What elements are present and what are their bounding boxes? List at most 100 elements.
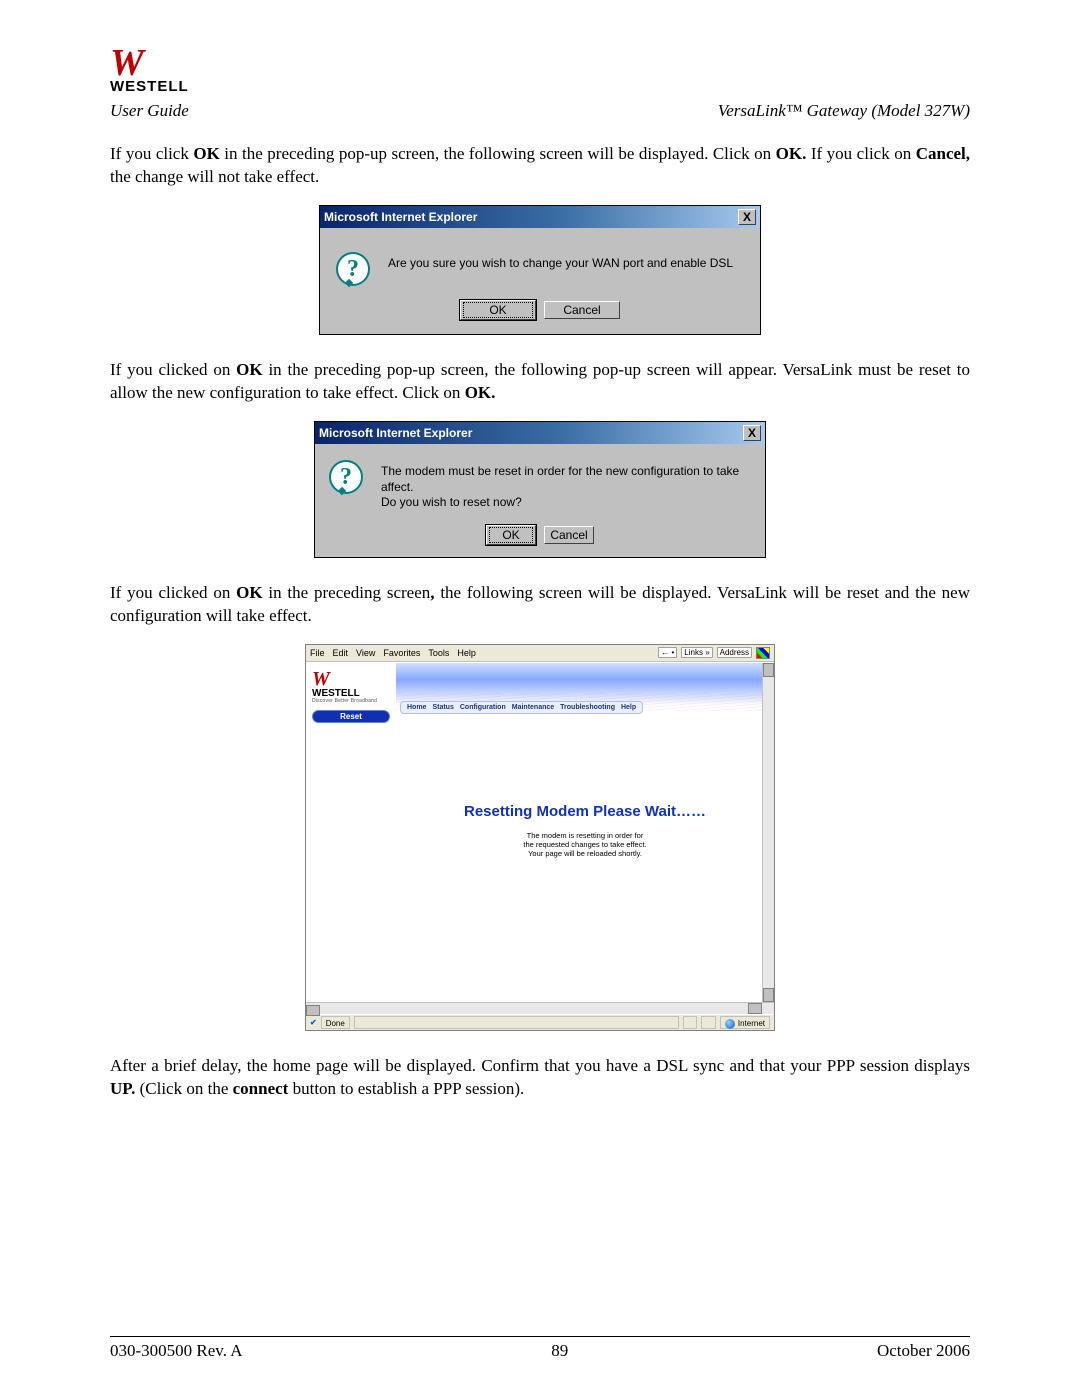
header-wave xyxy=(396,663,774,705)
nav-tabs: Home Status Configuration Maintenance Tr… xyxy=(400,701,643,714)
globe-icon xyxy=(725,1019,735,1029)
ok-button[interactable]: OK xyxy=(486,525,536,545)
reset-title: Resetting Modem Please Wait…… xyxy=(396,803,774,820)
paragraph-3: If you clicked on OK in the preceding sc… xyxy=(110,582,970,628)
reset-sub-2: the requested changes to take effect. xyxy=(396,840,774,849)
ok-button-label: OK xyxy=(463,302,533,318)
header-left: User Guide xyxy=(110,101,189,121)
p3-text2: in the preceding screen xyxy=(263,583,431,602)
links-label[interactable]: Links » xyxy=(681,647,712,658)
done-icon: ✔ xyxy=(310,1018,317,1027)
scroll-right-icon[interactable] xyxy=(748,1003,762,1014)
p2-text: If you clicked on xyxy=(110,360,236,379)
tab-help[interactable]: Help xyxy=(621,704,636,711)
paragraph-2: If you clicked on OK in the preceding po… xyxy=(110,359,970,405)
p2-bold-ok2: OK. xyxy=(465,383,496,402)
dialog2-line2: Do you wish to reset now? xyxy=(381,495,751,511)
page-header-row: User Guide VersaLink™ Gateway (Model 327… xyxy=(110,101,970,121)
p4-text: After a brief delay, the home page will … xyxy=(110,1056,970,1075)
tab-maintenance[interactable]: Maintenance xyxy=(512,704,554,711)
ie-flag-icon xyxy=(756,647,770,659)
footer-left: 030-300500 Rev. A xyxy=(110,1341,243,1361)
sidebar-logo: W WESTELL Discover Better Broadband xyxy=(306,663,396,706)
ok-button[interactable]: OK xyxy=(460,300,536,320)
browser-menubar: File Edit View Favorites Tools Help ← • … xyxy=(306,645,774,662)
close-icon[interactable]: X xyxy=(743,425,761,441)
logo: W WESTELL xyxy=(110,48,970,95)
scroll-left-icon[interactable] xyxy=(306,1005,320,1016)
tab-home[interactable]: Home xyxy=(407,704,426,711)
status-zone: Internet xyxy=(720,1016,770,1029)
dialog1-title: Microsoft Internet Explorer xyxy=(324,210,477,224)
dialog1-message: Are you sure you wish to change your WAN… xyxy=(388,252,733,272)
dialog-reset-confirm: Microsoft Internet Explorer X ? The mode… xyxy=(314,421,766,558)
p3-bold-ok: OK xyxy=(236,583,262,602)
tab-configuration[interactable]: Configuration xyxy=(460,704,506,711)
p4-bold-up: UP. xyxy=(110,1079,135,1098)
nav-back-icon[interactable]: ← • xyxy=(658,647,677,658)
dialog1-titlebar: Microsoft Internet Explorer X xyxy=(320,206,760,228)
cancel-button[interactable]: Cancel xyxy=(544,301,620,319)
vertical-scrollbar[interactable] xyxy=(762,663,774,1002)
p1-bold-ok: OK xyxy=(193,144,219,163)
status-done: Done xyxy=(321,1016,350,1029)
menu-view[interactable]: View xyxy=(356,648,375,658)
dialog2-message: The modem must be reset in order for the… xyxy=(381,460,751,511)
tab-status[interactable]: Status xyxy=(432,704,453,711)
footer-right: October 2006 xyxy=(877,1341,970,1361)
status-zone-label: Internet xyxy=(738,1019,765,1028)
p4-text2: (Click on the xyxy=(135,1079,232,1098)
tab-troubleshooting[interactable]: Troubleshooting xyxy=(560,704,615,711)
browser-statusbar: ✔ Done Internet xyxy=(306,1014,774,1030)
menu-file[interactable]: File xyxy=(310,648,325,658)
question-icon: ? xyxy=(336,252,370,286)
reset-subtext: The modem is resetting in order for the … xyxy=(396,831,774,858)
dialog-wan-confirm: Microsoft Internet Explorer X ? Are you … xyxy=(319,205,761,335)
paragraph-4: After a brief delay, the home page will … xyxy=(110,1055,970,1101)
p1-text4: the change will not take effect. xyxy=(110,167,319,186)
question-icon: ? xyxy=(329,460,363,494)
footer-rule xyxy=(110,1336,970,1337)
cancel-button[interactable]: Cancel xyxy=(544,526,594,544)
horizontal-scrollbar[interactable] xyxy=(306,1002,774,1014)
p4-bold-connect: connect xyxy=(233,1079,289,1098)
sidebar: W WESTELL Discover Better Broadband Rese… xyxy=(306,663,396,1002)
address-label[interactable]: Address xyxy=(717,647,752,658)
paragraph-1: If you click OK in the preceding pop-up … xyxy=(110,143,970,189)
sidebar-logo-mark-icon: W xyxy=(312,669,392,689)
status-empty-2 xyxy=(701,1016,715,1029)
sidebar-logo-sub: Discover Better Broadband xyxy=(312,699,392,704)
content-area: Home Status Configuration Maintenance Tr… xyxy=(396,663,774,1002)
browser-screenshot: File Edit View Favorites Tools Help ← • … xyxy=(305,644,775,1031)
p2-bold-ok: OK xyxy=(236,360,262,379)
footer-row: 030-300500 Rev. A 89 October 2006 xyxy=(110,1341,970,1361)
close-icon[interactable]: X xyxy=(738,209,756,225)
ok-button-label: OK xyxy=(489,527,533,543)
logo-mark-icon: W xyxy=(110,48,970,78)
menu-favorites[interactable]: Favorites xyxy=(383,648,420,658)
reset-sub-1: The modem is resetting in order for xyxy=(396,831,774,840)
header-right: VersaLink™ Gateway (Model 327W) xyxy=(718,101,970,121)
p4-text3: button to establish a PPP session). xyxy=(288,1079,524,1098)
links-text: Links xyxy=(684,648,703,657)
menu-edit[interactable]: Edit xyxy=(333,648,349,658)
dialog2-titlebar: Microsoft Internet Explorer X xyxy=(315,422,765,444)
p1-text2: in the preceding pop-up screen, the foll… xyxy=(220,144,776,163)
footer-page-number: 89 xyxy=(551,1341,568,1361)
sidebar-item-reset[interactable]: Reset xyxy=(312,710,390,723)
logo-word: WESTELL xyxy=(110,78,970,95)
dialog2-title: Microsoft Internet Explorer xyxy=(319,426,472,440)
p1-bold-ok2: OK. xyxy=(776,144,807,163)
scroll-up-icon[interactable] xyxy=(763,663,774,677)
p3-text: If you clicked on xyxy=(110,583,236,602)
status-empty-1 xyxy=(683,1016,697,1029)
menu-help[interactable]: Help xyxy=(457,648,476,658)
reset-sub-3: Your page will be reloaded shortly. xyxy=(396,849,774,858)
status-spacer xyxy=(354,1016,679,1029)
dialog2-line1: The modem must be reset in order for the… xyxy=(381,464,751,495)
p1-text: If you click xyxy=(110,144,193,163)
p1-text3: If you click on xyxy=(806,144,915,163)
scroll-down-icon[interactable] xyxy=(763,988,774,1002)
p1-bold-cancel: Cancel, xyxy=(916,144,970,163)
menu-tools[interactable]: Tools xyxy=(428,648,449,658)
